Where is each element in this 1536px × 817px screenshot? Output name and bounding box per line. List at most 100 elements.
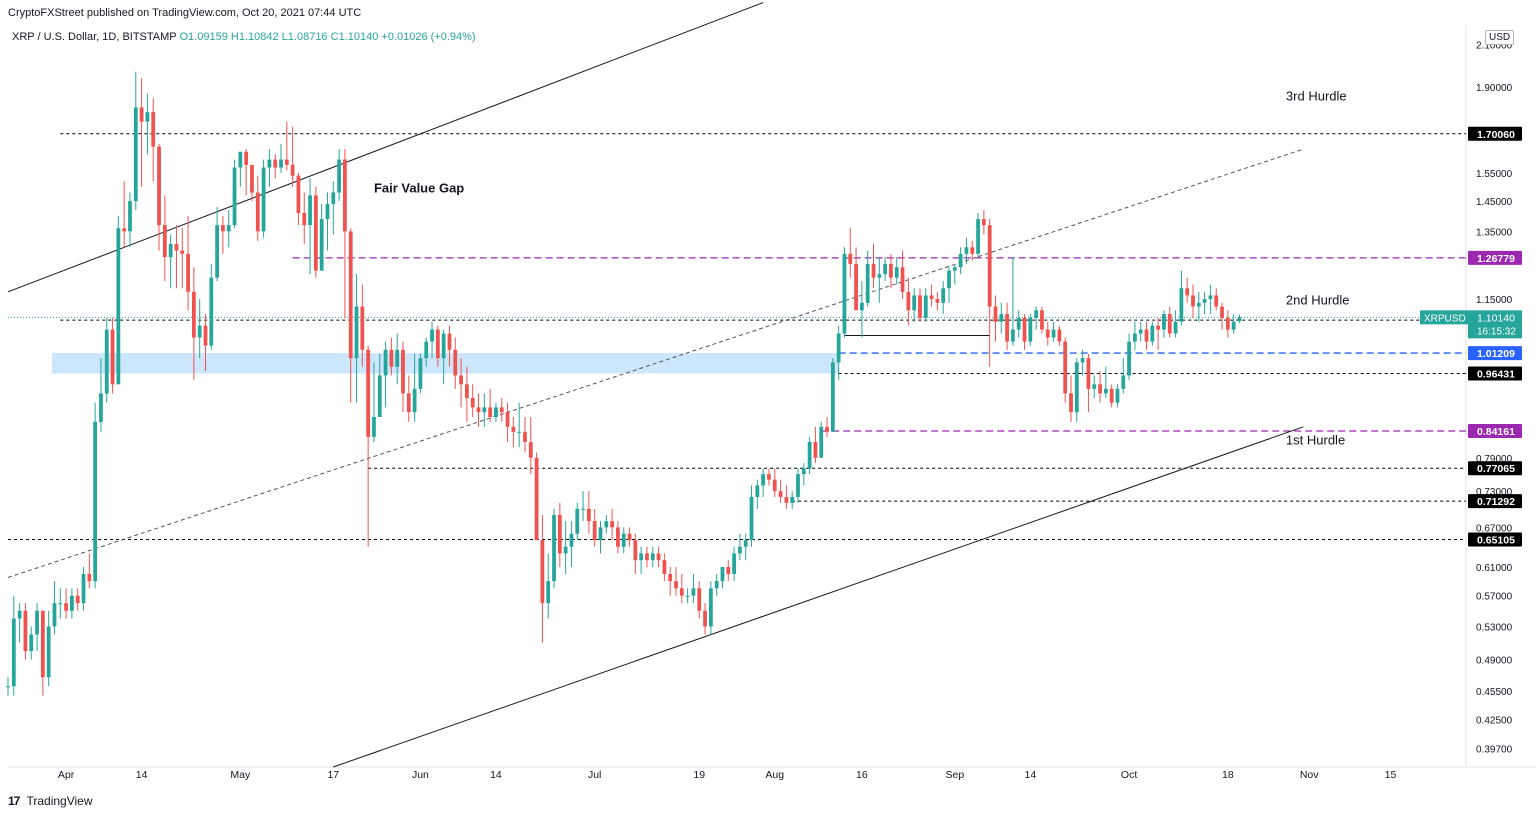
candle-body <box>1086 358 1091 389</box>
candle-body <box>151 112 156 147</box>
candle-body <box>964 247 969 254</box>
candle-body <box>157 146 161 226</box>
candle-body <box>923 295 928 318</box>
candle-body <box>209 277 214 346</box>
candle-body <box>406 393 411 413</box>
price-tick-label: 0.39700 <box>1476 745 1513 756</box>
chart-annotation: Fair Value Gap <box>374 181 464 196</box>
candle-body <box>796 474 800 497</box>
candle-body <box>58 603 63 605</box>
candle-body <box>1080 358 1085 363</box>
candle-body <box>807 442 812 469</box>
candle-body <box>1063 341 1068 394</box>
candle-body <box>976 219 980 254</box>
time-tick-label: 14 <box>136 769 148 781</box>
candle-body <box>383 349 388 376</box>
change-value: +0.01026 (+0.94%) <box>381 31 476 43</box>
candle-body <box>691 588 696 596</box>
candle-body <box>627 533 632 541</box>
level-price-label: 0.84161 <box>1477 426 1515 438</box>
candle-body <box>511 426 516 432</box>
level-price-tag <box>1468 494 1522 509</box>
candle-body <box>296 175 301 213</box>
candle-body <box>912 295 917 311</box>
candle-body <box>616 527 620 547</box>
candle-body <box>865 263 870 303</box>
candle-body <box>348 231 353 359</box>
candle-body <box>714 581 719 589</box>
level-price-tag <box>1468 346 1522 361</box>
level-price-tag <box>1468 532 1522 547</box>
time-tick-label: Aug <box>765 769 784 781</box>
candle-body <box>981 219 986 226</box>
candle-body <box>11 618 16 687</box>
candle-body <box>604 521 609 528</box>
open-value: O1.09159 <box>179 31 228 43</box>
price-axis[interactable]: 2.10000 1.90000 1.55000 1.45000 1.35000 1.150… <box>1420 41 1522 756</box>
candle-body <box>1167 314 1172 334</box>
candle-body <box>1045 329 1050 338</box>
price-tick-label: 1.35000 <box>1476 227 1513 238</box>
time-tick-label: Oct <box>1121 769 1137 781</box>
level-price-label: 1.01209 <box>1477 348 1515 360</box>
candle-body <box>697 588 702 611</box>
fair-value-gap-layer <box>52 353 839 374</box>
candle-body <box>656 553 661 561</box>
symbol-title[interactable]: XRP / U.S. Dollar, 1D, BITSTAMP <box>12 31 177 43</box>
candle-body <box>1127 341 1131 376</box>
candle-body <box>947 270 951 289</box>
candle-body <box>685 595 690 597</box>
candle-body <box>279 159 283 168</box>
candle-body <box>1074 362 1079 413</box>
candle-body <box>523 431 527 443</box>
candle-body <box>290 164 295 176</box>
candle-body <box>801 468 806 475</box>
candle-body <box>842 253 847 334</box>
candle-body <box>1138 329 1143 334</box>
candle-body <box>168 244 173 258</box>
time-tick-label: 14 <box>1024 769 1036 781</box>
trendline <box>7 148 1304 579</box>
candle-body <box>755 485 760 497</box>
candle-body <box>1220 306 1224 318</box>
candle-body <box>894 267 899 278</box>
candle-body <box>883 263 888 275</box>
candle-body <box>267 159 272 168</box>
candle-body <box>645 553 649 561</box>
candle-body <box>1040 310 1044 330</box>
candle-body <box>860 302 864 311</box>
candle-body <box>337 159 341 193</box>
candle-body <box>435 329 440 359</box>
high-value: H1.10842 <box>230 31 279 43</box>
time-axis[interactable]: Apr 14 May 17 Jun 14 Jul 19 Aug 16 Sep 14 Oct 18 Nov 15 <box>58 769 1397 781</box>
candle-body <box>6 686 10 688</box>
candle-body <box>708 588 713 627</box>
currency-badge[interactable]: USD <box>1485 30 1515 45</box>
candle-body <box>929 295 934 300</box>
price-tick-label: 2.10000 <box>1476 41 1513 52</box>
price-tick-label: 1.90000 <box>1476 83 1513 94</box>
price-tick-label: 0.45500 <box>1476 687 1513 698</box>
candle-body <box>743 540 748 547</box>
price-tick-label: 0.79000 <box>1476 454 1513 465</box>
candle-body <box>459 375 463 385</box>
candle-body <box>401 349 405 394</box>
candle-body <box>819 426 824 458</box>
candle-body <box>424 341 429 359</box>
candle-body <box>1191 295 1195 307</box>
candle-body <box>546 581 551 604</box>
candle-body <box>1214 295 1219 307</box>
level-price-tag <box>1468 366 1522 381</box>
candle-body <box>64 603 68 611</box>
candle-body <box>778 491 783 497</box>
candle-body <box>226 225 231 232</box>
candle-body <box>331 192 336 205</box>
candle-body <box>941 288 946 303</box>
candle-body <box>133 107 138 202</box>
candle-body <box>1185 288 1190 296</box>
candle-body <box>1144 329 1149 342</box>
candle-body <box>836 333 841 363</box>
level-price-label: 1.26779 <box>1477 253 1515 265</box>
